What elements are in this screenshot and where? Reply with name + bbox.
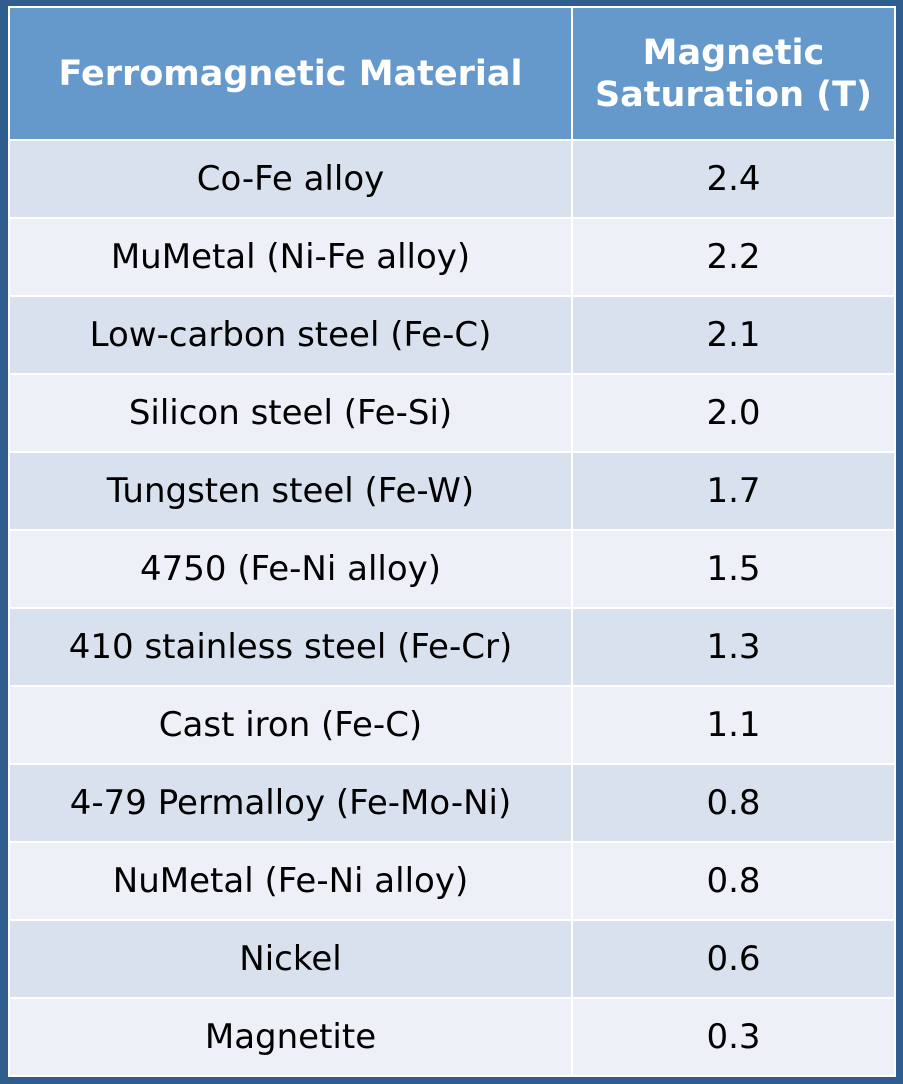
saturation-cell: 2.4 [571, 139, 896, 219]
material-cell: MuMetal (Ni-Fe alloy) [8, 217, 573, 297]
saturation-cell: 1.5 [571, 529, 896, 609]
table-row: 4-79 Permalloy (Fe-Mo-Ni) 0.8 [8, 763, 896, 843]
saturation-cell: 2.0 [571, 373, 896, 453]
table-row: Magnetite 0.3 [8, 997, 896, 1077]
saturation-cell: 1.1 [571, 685, 896, 765]
magnetic-saturation-table: Ferromagnetic Material Magnetic Saturati… [8, 6, 896, 1077]
table-row: Cast iron (Fe-C) 1.1 [8, 685, 896, 765]
material-cell: Nickel [8, 919, 573, 999]
saturation-cell: 0.3 [571, 997, 896, 1077]
header-row: Ferromagnetic Material Magnetic Saturati… [8, 6, 896, 141]
material-cell: 4750 (Fe-Ni alloy) [8, 529, 573, 609]
saturation-cell: 2.1 [571, 295, 896, 375]
material-cell: Co-Fe alloy [8, 139, 573, 219]
material-cell: Low-carbon steel (Fe-C) [8, 295, 573, 375]
material-cell: Silicon steel (Fe-Si) [8, 373, 573, 453]
table-row: 410 stainless steel (Fe-Cr) 1.3 [8, 607, 896, 687]
table-row: MuMetal (Ni-Fe alloy) 2.2 [8, 217, 896, 297]
material-cell: 4-79 Permalloy (Fe-Mo-Ni) [8, 763, 573, 843]
table-row: Silicon steel (Fe-Si) 2.0 [8, 373, 896, 453]
table-row: Co-Fe alloy 2.4 [8, 139, 896, 219]
material-cell: Tungsten steel (Fe-W) [8, 451, 573, 531]
table-row: 4750 (Fe-Ni alloy) 1.5 [8, 529, 896, 609]
material-cell: NuMetal (Fe-Ni alloy) [8, 841, 573, 921]
material-cell: Cast iron (Fe-C) [8, 685, 573, 765]
table-row: Low-carbon steel (Fe-C) 2.1 [8, 295, 896, 375]
header-material: Ferromagnetic Material [8, 6, 573, 141]
saturation-cell: 0.6 [571, 919, 896, 999]
saturation-cell: 1.3 [571, 607, 896, 687]
table-row: Nickel 0.6 [8, 919, 896, 999]
saturation-cell: 2.2 [571, 217, 896, 297]
saturation-cell: 1.7 [571, 451, 896, 531]
material-cell: 410 stainless steel (Fe-Cr) [8, 607, 573, 687]
table-row: Tungsten steel (Fe-W) 1.7 [8, 451, 896, 531]
saturation-cell: 0.8 [571, 841, 896, 921]
material-cell: Magnetite [8, 997, 573, 1077]
saturation-cell: 0.8 [571, 763, 896, 843]
header-saturation: Magnetic Saturation (T) [571, 6, 896, 141]
table-row: NuMetal (Fe-Ni alloy) 0.8 [8, 841, 896, 921]
